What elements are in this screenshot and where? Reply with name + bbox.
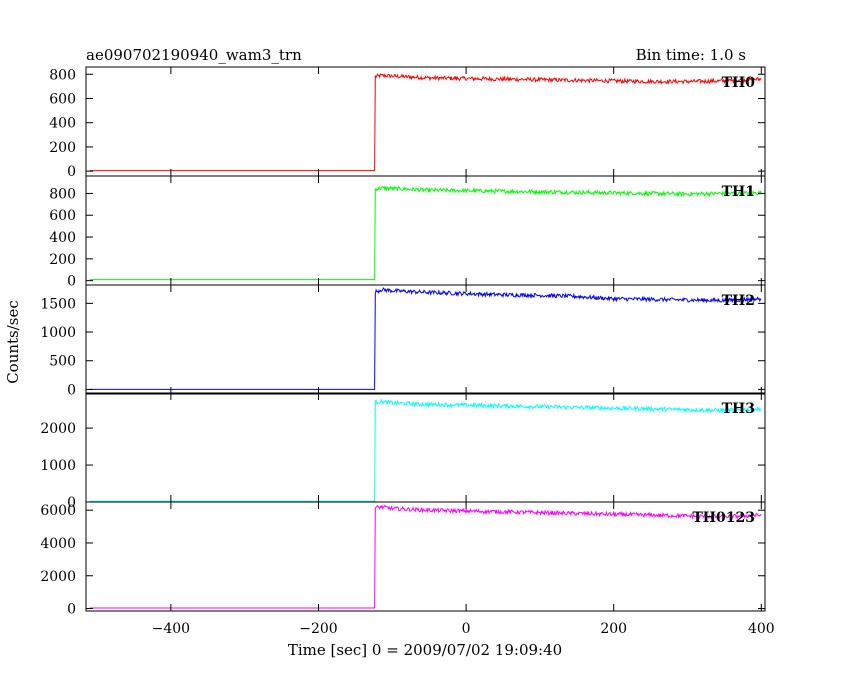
series-line-th0 bbox=[89, 73, 762, 172]
chart-title: ae090702190940_wam3_trn bbox=[86, 46, 302, 64]
y-tick-label: 1000 bbox=[40, 458, 76, 474]
panel-label: TH0 bbox=[722, 75, 756, 91]
panels: 0 200 400 600 800 TH0 0 200 400 600 800 TH1 0 500 1000… bbox=[40, 66, 775, 637]
y-tick-label: 6000 bbox=[40, 503, 76, 519]
panel-th0: 0 200 400 600 800 TH0 bbox=[49, 66, 766, 180]
y-tick-label: 600 bbox=[49, 91, 76, 107]
panel-th0123: 0 2000 4000 6000 TH0123 bbox=[40, 501, 766, 618]
x-tick-label: 200 bbox=[600, 621, 627, 637]
y-tick-label: 1500 bbox=[40, 296, 76, 312]
y-tick-label: 200 bbox=[49, 140, 76, 156]
x-tick-label: 0 bbox=[462, 621, 471, 637]
y-tick-label: 0 bbox=[67, 382, 76, 398]
panel-th1: 0 200 400 600 800 TH1 bbox=[49, 175, 766, 290]
y-axis-label: Counts/sec bbox=[4, 300, 22, 384]
y-tick-label: 200 bbox=[49, 252, 76, 268]
panel-label: TH1 bbox=[722, 184, 755, 200]
panel-label: TH2 bbox=[722, 293, 755, 309]
series-line-th1 bbox=[89, 185, 762, 281]
y-tick-label: 500 bbox=[49, 354, 76, 370]
y-tick-label: 0 bbox=[67, 274, 76, 290]
series-line-th2 bbox=[89, 287, 762, 390]
panel-label: TH0123 bbox=[692, 510, 755, 526]
y-tick-label: 600 bbox=[49, 208, 76, 224]
panel-th3: 0 1000 2000 TH3 bbox=[40, 392, 766, 511]
x-tick-label: −400 bbox=[152, 621, 190, 637]
y-tick-label: 2000 bbox=[40, 569, 76, 585]
panel-frame bbox=[85, 66, 766, 177]
y-tick-label: 1000 bbox=[40, 325, 76, 341]
panel-label: TH3 bbox=[722, 401, 755, 417]
x-tick-label: 400 bbox=[748, 621, 775, 637]
panel-frame bbox=[85, 501, 766, 612]
y-tick-label: 400 bbox=[49, 230, 76, 246]
y-tick-label: 0 bbox=[67, 602, 76, 618]
y-tick-label: 4000 bbox=[40, 536, 76, 552]
y-tick-label: 800 bbox=[49, 67, 76, 83]
y-tick-label: 0 bbox=[67, 164, 76, 180]
panel-frame bbox=[85, 284, 766, 395]
series-line-th0123 bbox=[89, 504, 762, 609]
x-tick-label: −200 bbox=[299, 621, 337, 637]
y-tick-label: 400 bbox=[49, 116, 76, 132]
panel-frame bbox=[85, 175, 766, 286]
bin-time-label: Bin time: 1.0 s bbox=[636, 46, 746, 64]
y-tick-label: 2000 bbox=[40, 421, 76, 437]
y-tick-label: 0 bbox=[67, 495, 76, 511]
x-axis-label: Time [sec] 0 = 2009/07/02 19:09:40 bbox=[288, 641, 562, 659]
series-line-th3 bbox=[89, 398, 762, 502]
panel-th2: 0 500 1000 1500 TH2 bbox=[40, 284, 766, 398]
y-tick-label: 800 bbox=[49, 186, 76, 202]
